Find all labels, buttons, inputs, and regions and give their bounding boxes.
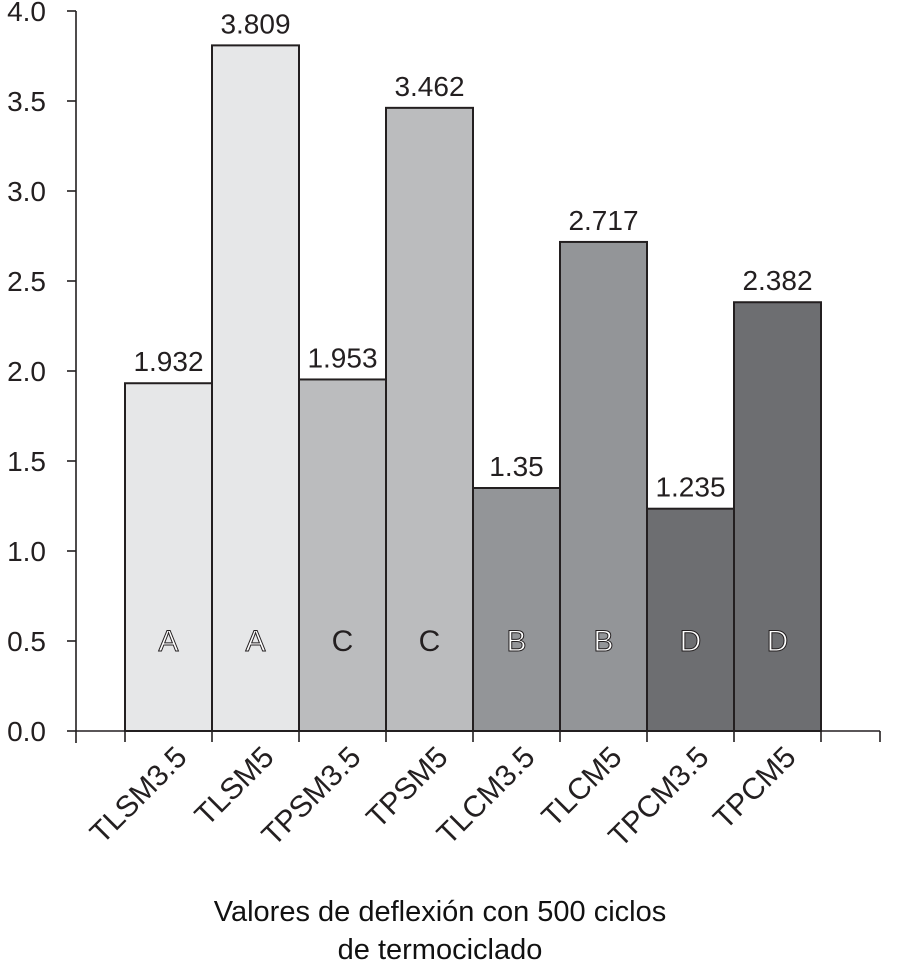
axes: 0.0 0.5 1.0 1.5 2.0 2.5 3.0 3.5 4.0: [7, 0, 881, 747]
bar-value-label: 1.932: [133, 346, 203, 377]
x-axis-label-line-2: de termociclado: [337, 934, 543, 966]
bar-value-label: 2.382: [742, 265, 812, 296]
y-tick-label: 0.0: [7, 716, 46, 747]
y-tick-label: 0.5: [7, 626, 46, 657]
group-letter: B: [593, 625, 613, 658]
group-letter: C: [332, 625, 354, 658]
bar: [472, 487, 561, 732]
bar: [385, 106, 474, 732]
x-axis-label: Valores de deflexión con 500 ciclos de t…: [0, 893, 880, 969]
bar-value-label: 1.235: [655, 472, 725, 503]
group-letter: B: [506, 625, 526, 658]
bar: [646, 507, 735, 733]
x-axis-label-line-1: Valores de deflexión con 500 ciclos: [213, 896, 667, 928]
bar-value-label: 1.953: [307, 342, 377, 373]
y-tick-label: 2.0: [7, 356, 46, 387]
bar-group-TLSM3.5: 1.932 A TLSM3.5: [84, 346, 213, 850]
y-tick-label: 3.5: [7, 86, 46, 117]
y-tick-label: 3.0: [7, 176, 46, 207]
bar-value-label: 3.809: [220, 8, 290, 39]
group-letter: C: [419, 625, 441, 658]
bar: [124, 382, 213, 732]
bar: [298, 378, 387, 732]
y-tick-label: 1.0: [7, 536, 46, 567]
group-letter: A: [158, 625, 178, 658]
y-tick-label: 1.5: [7, 446, 46, 477]
bar: [733, 301, 822, 732]
group-letter: D: [680, 625, 702, 658]
x-tick-label: TPCM5: [707, 741, 802, 836]
y-tick-label: 4.0: [7, 0, 46, 27]
bar-value-label: 1.35: [489, 451, 544, 482]
bar: [559, 240, 648, 732]
group-letter: D: [767, 625, 789, 658]
y-tick-label: 2.5: [7, 266, 46, 297]
bar-value-label: 2.717: [568, 205, 638, 236]
bar: [211, 44, 300, 732]
x-tick-label: TLSM3.5: [84, 741, 193, 850]
group-letter: A: [245, 625, 265, 658]
bar-value-label: 3.462: [394, 71, 464, 102]
bars: 1.932ATLSM3.53.809ATLSM51.953CTPSM3.53.4…: [84, 8, 822, 854]
